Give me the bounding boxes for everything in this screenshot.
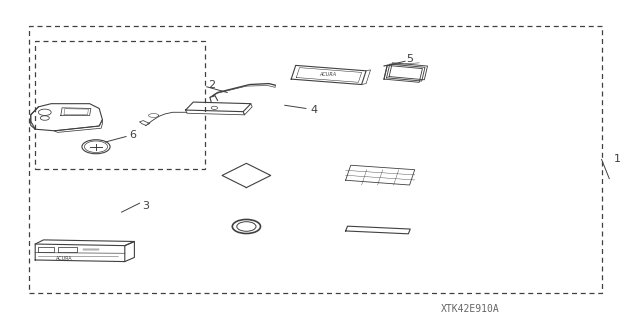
Text: 4: 4 (310, 105, 317, 115)
Text: ACURA: ACURA (56, 256, 72, 261)
Text: 5: 5 (406, 54, 413, 64)
Text: 3: 3 (143, 201, 149, 211)
Text: ACURA: ACURA (320, 72, 337, 78)
Text: 1: 1 (614, 154, 620, 165)
Text: 6: 6 (130, 130, 136, 140)
Bar (35, 41, 205, 169)
Text: 2: 2 (207, 79, 215, 90)
Bar (29, 26, 602, 293)
Text: XTK42E910A: XTK42E910A (441, 304, 500, 315)
